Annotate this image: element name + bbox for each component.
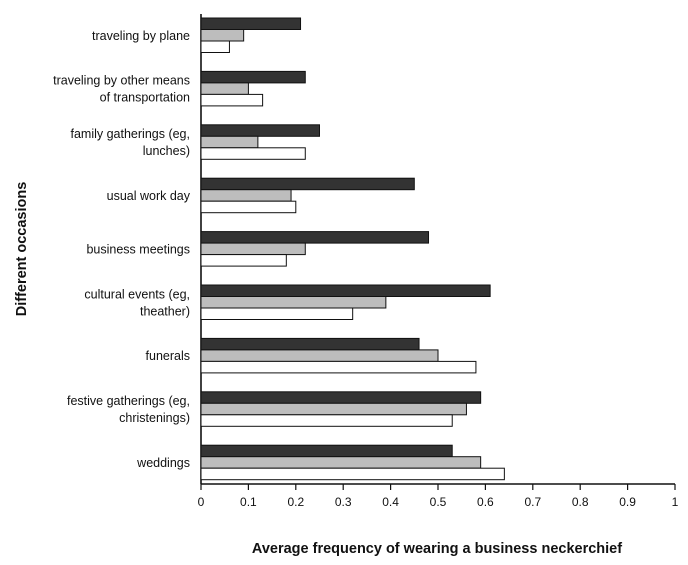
x-tick-label-9: 0.9 xyxy=(619,495,636,509)
bar-5-series-0 xyxy=(200,284,491,297)
x-tick-label-1: 0.1 xyxy=(240,495,257,509)
x-tick-label-3: 0.3 xyxy=(335,495,352,509)
category-label-0: traveling by plane xyxy=(92,29,190,43)
category-label-7-line-1: christenings) xyxy=(119,411,190,425)
category-label-5-line-0: cultural events (eg, xyxy=(84,287,190,301)
category-label-3: usual work day xyxy=(107,189,191,203)
category-label-4: business meetings xyxy=(86,242,190,256)
bar-0-series-0 xyxy=(200,17,302,30)
category-label-7-line-0: festive gatherings (eg, xyxy=(67,394,190,408)
bar-4-series-0 xyxy=(200,231,430,244)
x-tick-label-2: 0.2 xyxy=(287,495,304,509)
x-tick-label-6: 0.6 xyxy=(477,495,494,509)
x-tick-label-8: 0.8 xyxy=(572,495,589,509)
bar-8-series-0 xyxy=(200,444,453,458)
bar-7-series-1 xyxy=(200,402,467,416)
bar-5-series-1 xyxy=(200,296,387,309)
x-tick-label-4: 0.4 xyxy=(382,495,399,509)
x-tick-label-0: 0 xyxy=(198,495,205,509)
bar-6-series-1 xyxy=(200,349,439,362)
category-label-6: funerals xyxy=(146,349,190,363)
bar-2-series-1 xyxy=(200,135,259,149)
bar-3-series-2 xyxy=(200,200,297,214)
category-label-1-line-0: traveling by other means xyxy=(53,74,190,88)
bar-6-series-2 xyxy=(200,360,477,374)
bar-7-series-0 xyxy=(200,391,482,404)
bar-2-series-2 xyxy=(200,147,306,160)
bar-4-series-1 xyxy=(200,242,306,256)
bar-8-series-1 xyxy=(200,456,482,469)
bar-5-series-2 xyxy=(200,307,354,320)
bar-3-series-1 xyxy=(200,189,292,202)
bar-3-series-0 xyxy=(200,177,415,191)
bar-1-series-2 xyxy=(200,93,264,107)
x-tick-label-5: 0.5 xyxy=(430,495,447,509)
category-label-5-line-1: theather) xyxy=(140,304,190,318)
x-axis-ticks: 0 0.1 0.2 0.3 0.4 0.5 0.6 0.7 0.8 0.9 1 xyxy=(198,484,679,509)
category-label-1-line-1: of transportation xyxy=(100,91,190,105)
bar-6-series-0 xyxy=(200,337,420,351)
bar-8-series-2 xyxy=(200,467,505,481)
category-label-2-line-0: family gatherings (eg, xyxy=(70,127,190,141)
x-axis-title: Average frequency of wearing a business … xyxy=(252,541,622,557)
bar-4-series-2 xyxy=(200,254,287,267)
bar-2-series-0 xyxy=(200,124,320,137)
bar-0-series-2 xyxy=(200,40,230,53)
bar-group xyxy=(200,17,505,481)
bar-1-series-0 xyxy=(200,70,306,84)
bar-0-series-1 xyxy=(200,29,245,42)
bar-1-series-1 xyxy=(200,82,249,95)
category-label-2-line-1: lunches) xyxy=(143,144,190,158)
y-axis-title: Different occasions xyxy=(14,182,30,317)
bar-7-series-2 xyxy=(200,414,453,427)
x-tick-label-10: 1 xyxy=(672,495,679,509)
x-tick-label-7: 0.7 xyxy=(524,495,541,509)
category-label-8: weddings xyxy=(136,456,190,470)
category-labels: traveling by plane traveling by other mea… xyxy=(53,29,191,470)
